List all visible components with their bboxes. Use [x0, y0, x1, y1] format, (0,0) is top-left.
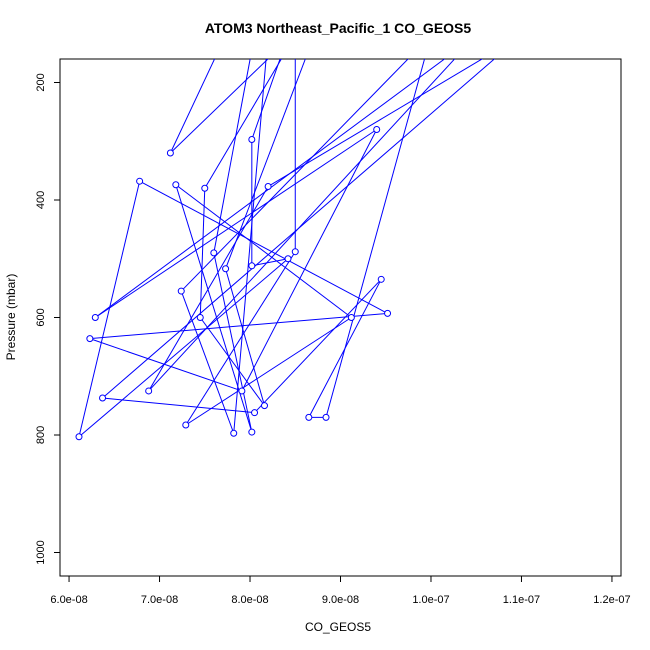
series-segment — [254, 278, 382, 414]
data-point — [182, 421, 190, 429]
data-point — [222, 265, 230, 273]
data-point — [196, 314, 204, 321]
series-segment — [204, 59, 282, 189]
x-axis-label: CO_GEOS5 — [305, 620, 371, 634]
series-segment — [185, 251, 296, 426]
data-point — [284, 255, 292, 263]
series-segment — [325, 59, 426, 418]
data-point — [291, 248, 299, 256]
series-segment — [102, 397, 255, 414]
data-point — [91, 314, 99, 321]
series-segment — [95, 129, 377, 318]
series-segment — [148, 59, 456, 392]
data-point — [230, 429, 238, 437]
data-point — [260, 402, 268, 410]
series-segment — [233, 59, 267, 434]
data-point — [347, 314, 355, 321]
data-point — [322, 413, 330, 421]
series-segment — [102, 59, 496, 399]
series-segment — [89, 338, 243, 392]
series-segment — [241, 129, 378, 392]
series-segment — [175, 184, 352, 318]
y-axis: 200 400 600 800 1000 — [35, 73, 61, 565]
series-segment — [199, 317, 265, 406]
data-point — [145, 387, 153, 395]
data-point — [210, 249, 218, 257]
data-point — [377, 275, 385, 283]
series-segment — [78, 258, 289, 438]
data-point — [373, 126, 381, 133]
series-segment — [199, 188, 206, 318]
x-tick-label: 1.2e-07 — [593, 594, 630, 606]
data-point — [238, 387, 246, 395]
chart-title: ATOM3 Northeast_Pacific_1 CO_GEOS5 — [205, 20, 472, 36]
data-point — [264, 182, 272, 190]
series-segment — [180, 290, 235, 434]
series-segment — [169, 59, 216, 154]
series-segment — [78, 181, 141, 437]
data-point — [248, 135, 256, 143]
data-point — [136, 177, 144, 185]
x-tick-label: 6.0e-08 — [50, 594, 87, 606]
x-tick-label: 1.0e-07 — [412, 594, 449, 606]
x-tick-label: 7.0e-08 — [141, 594, 178, 606]
series-segment — [213, 252, 253, 433]
data-point — [75, 433, 83, 441]
x-tick-label: 8.0e-08 — [231, 594, 268, 606]
series-segment — [139, 180, 388, 314]
data-point — [86, 335, 94, 343]
data-point — [201, 184, 209, 192]
data-point — [305, 413, 313, 421]
data-point — [251, 409, 259, 417]
data-point — [248, 428, 256, 436]
data-point — [172, 181, 180, 189]
series-segment — [148, 186, 269, 392]
y-tick-label: 400 — [35, 191, 47, 209]
series-segment — [251, 258, 289, 267]
series-segment — [170, 59, 269, 154]
data-point — [248, 262, 256, 270]
series-segment — [251, 59, 281, 140]
series-segment — [213, 59, 251, 253]
x-axis: 6.0e-08 7.0e-08 8.0e-08 9.0e-08 1.0e-07 1.1e-… — [50, 575, 631, 606]
y-tick-label: 600 — [35, 308, 47, 326]
series-segment — [185, 317, 352, 426]
x-tick-label: 9.0e-08 — [322, 594, 359, 606]
series-segment — [225, 268, 265, 406]
series-layer — [75, 59, 496, 441]
series-segment — [180, 59, 409, 292]
y-axis-label: Pressure (mbar) — [4, 274, 18, 361]
y-tick-label: 200 — [35, 73, 47, 91]
data-point — [177, 287, 185, 295]
data-point — [99, 394, 107, 402]
y-tick-label: 1000 — [35, 540, 47, 564]
y-tick-label: 800 — [35, 426, 47, 444]
data-point — [384, 309, 392, 317]
series-segment — [267, 59, 484, 187]
series-segment — [89, 312, 388, 340]
data-point — [166, 149, 174, 157]
x-tick-label: 1.1e-07 — [503, 594, 540, 606]
